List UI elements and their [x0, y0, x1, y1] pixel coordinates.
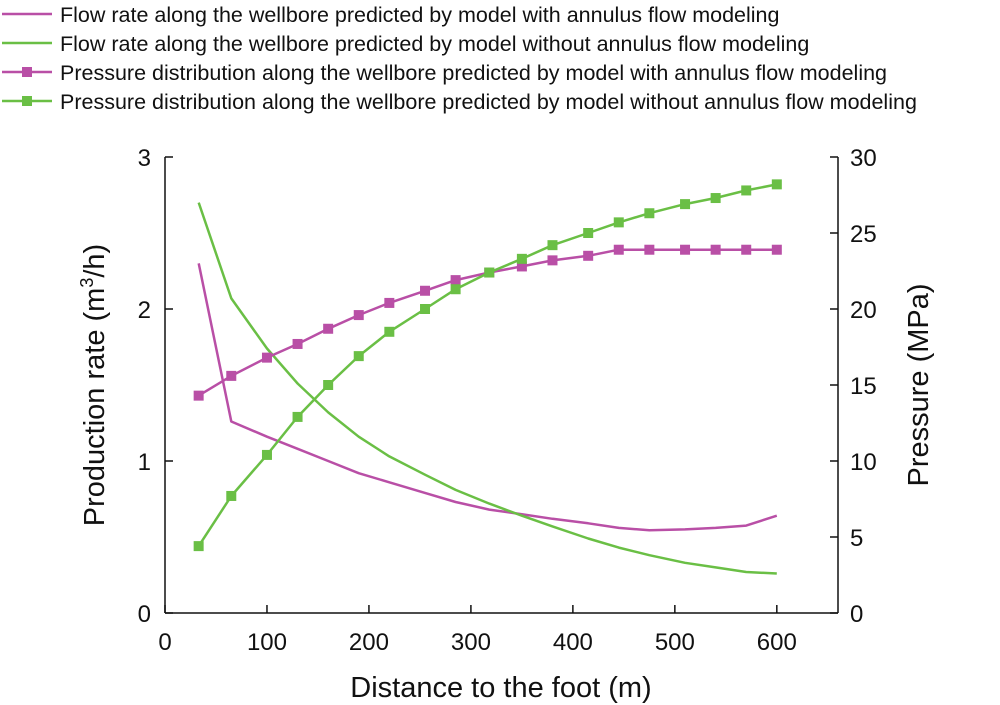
series-3-point	[644, 244, 655, 255]
y-left-tick-label: 3	[138, 145, 151, 172]
series-4-point	[292, 411, 303, 422]
series-line-4	[197, 183, 778, 547]
series-4-point	[353, 351, 364, 362]
legend-entry-label: Pressure distribution along the wellbore…	[60, 90, 917, 114]
x-tick-label: 500	[655, 629, 695, 656]
series-3-point	[583, 250, 594, 261]
series-3-point	[613, 244, 624, 255]
series-4-point	[710, 193, 721, 204]
series-4-point	[323, 380, 334, 390]
series-4-point	[644, 208, 655, 219]
series-3-point	[353, 310, 364, 321]
y-right-axis-label: Pressure (MPa)	[903, 283, 935, 486]
series-4-point	[547, 240, 558, 251]
series-4-point	[226, 490, 237, 501]
x-tick-label: 200	[349, 629, 389, 656]
y-left-tick-label: 0	[138, 601, 151, 628]
series-line-1	[197, 263, 778, 532]
axes: 0 100 200 300 400 500 600 0 1 2 3 0 5 10 15 20 25 30	[138, 145, 877, 656]
series-3-point	[516, 261, 527, 272]
y-right-tick-label: 15	[850, 373, 877, 400]
series-4-point	[484, 267, 495, 278]
y-right-tick-label: 0	[850, 601, 863, 628]
x-tick-label: 100	[247, 629, 287, 656]
x-ticks: 0 100 200 300 400 500 600	[158, 605, 797, 656]
y-right-ticks: 0 5 10 15 20 25 30	[830, 145, 877, 628]
y-right-tick-label: 20	[850, 297, 877, 324]
x-tick-label: 600	[757, 629, 797, 656]
y-right-tick-label: 5	[850, 525, 863, 552]
series-4-point	[583, 228, 594, 238]
legend-entry-label: Flow rate along the wellbore predicted b…	[60, 32, 809, 56]
series-3-point	[226, 370, 237, 381]
x-tick-label: 400	[553, 629, 593, 656]
series-4-point	[516, 253, 527, 264]
series-3-point	[450, 275, 461, 286]
y-right-tick-label: 10	[850, 449, 877, 476]
y-left-tick-label: 2	[138, 297, 151, 324]
x-tick-label: 0	[158, 629, 171, 656]
y-left-ticks: 0 1 2 3	[138, 145, 173, 628]
legend: Flow rate along the wellbore predicted b…	[2, 3, 917, 114]
series-4-point	[450, 284, 461, 295]
series-line-2	[197, 202, 777, 575]
series-4-point	[384, 326, 395, 337]
y-left-label-suffix: /h)	[79, 244, 111, 278]
plot-series	[193, 179, 782, 575]
series-3-point	[323, 323, 334, 334]
series-3-point	[710, 244, 721, 255]
series-4-point	[193, 541, 204, 552]
y-right-tick-label: 30	[850, 145, 877, 172]
series-4-point	[680, 199, 691, 210]
legend-swatch-marker	[22, 67, 32, 77]
y-left-axis-label: Production rate (m3/h)	[77, 244, 111, 526]
x-axis-label: Distance to the foot (m)	[350, 672, 651, 704]
series-4-point	[613, 217, 624, 228]
series-3-point	[547, 255, 558, 266]
series-4-point	[420, 304, 431, 314]
x-tick-label: 300	[451, 629, 491, 656]
series-4-point	[741, 185, 752, 196]
series-3-point	[741, 244, 752, 255]
series-3-point	[193, 390, 204, 401]
series-3-point	[384, 297, 395, 308]
legend-entry-label: Flow rate along the wellbore predicted b…	[60, 3, 779, 27]
series-3-point	[420, 285, 431, 296]
series-3-point	[771, 244, 782, 255]
legend-entry-label: Pressure distribution along the wellbore…	[60, 61, 887, 85]
legend-swatch-marker	[22, 96, 32, 106]
series-3-point	[292, 338, 303, 349]
series-3-point	[680, 244, 691, 255]
series-3-point	[261, 352, 272, 363]
y-left-label-prefix: Production rate (m	[79, 288, 111, 527]
series-4-point	[261, 449, 272, 460]
y-left-tick-label: 1	[138, 449, 151, 476]
y-left-label-sup: 3	[77, 278, 97, 288]
y-right-tick-label: 25	[850, 221, 877, 248]
series-4-point	[771, 179, 782, 190]
